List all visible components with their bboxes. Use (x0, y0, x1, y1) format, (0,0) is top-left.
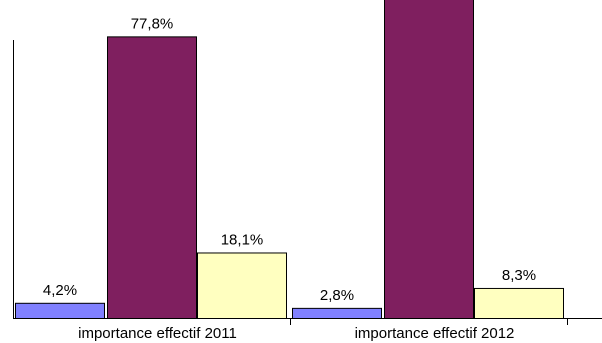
data-label: 77,8% (131, 15, 174, 32)
bar-2-1 (107, 36, 197, 319)
category-label: importance effectif 2012 (355, 325, 515, 342)
data-label: 2,8% (320, 287, 354, 304)
data-label: 4,2% (43, 282, 77, 299)
bar-1-2 (292, 307, 382, 320)
bar-1-1 (15, 302, 105, 319)
data-label: 8,3% (502, 267, 536, 284)
plot-area: 4,2% 77,8% 18,1% importance effectif 2011 2,… (13, 0, 602, 342)
category-label: importance effectif 2011 (78, 325, 237, 342)
data-label: 18,1% (221, 231, 264, 248)
bar-3-1 (197, 252, 287, 319)
bar-3-2 (474, 287, 564, 320)
bar-2-2 (384, 0, 474, 319)
